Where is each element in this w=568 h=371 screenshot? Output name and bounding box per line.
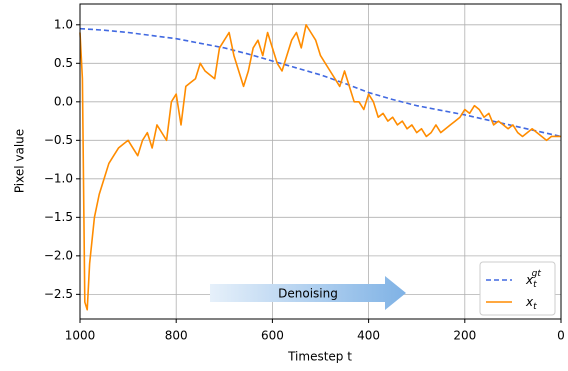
y-tick-label: 0.0 xyxy=(54,94,73,108)
legend-label: xt xyxy=(525,295,537,312)
legend-subscript: t xyxy=(533,302,537,312)
y-tick-label: 0.5 xyxy=(54,56,73,70)
y-tick-label: −1.0 xyxy=(44,171,73,185)
series-line xyxy=(79,23,561,311)
legend-label: xtgt xyxy=(525,269,541,290)
x-tick-label: 0 xyxy=(557,329,565,343)
y-tick-label: −1.5 xyxy=(44,210,73,224)
y-tick-label: −2.5 xyxy=(44,287,73,301)
x-tick-label: 200 xyxy=(453,329,476,343)
series-line xyxy=(79,27,562,138)
annotation: Denoising xyxy=(278,287,338,301)
y-axis-label: Pixel value xyxy=(13,129,27,193)
denoising-arrow xyxy=(210,276,406,310)
plot-frame xyxy=(79,3,562,320)
legend-superscript: gt xyxy=(532,269,542,279)
legend-box xyxy=(479,261,556,316)
x-tick-label: 400 xyxy=(357,329,380,343)
y-tick-label: 1.0 xyxy=(54,17,73,31)
y-tick-label: −2.0 xyxy=(44,248,73,262)
y-tick-label: −0.5 xyxy=(44,133,73,147)
legend-name: x xyxy=(525,295,534,309)
legend-name: x xyxy=(525,273,534,287)
x-axis-label: Timestep t xyxy=(287,350,352,364)
x-tick-label: 1000 xyxy=(65,329,96,343)
x-tick-label: 800 xyxy=(165,329,188,343)
legend-subscript: t xyxy=(533,280,537,290)
x-tick-label: 600 xyxy=(261,329,284,343)
